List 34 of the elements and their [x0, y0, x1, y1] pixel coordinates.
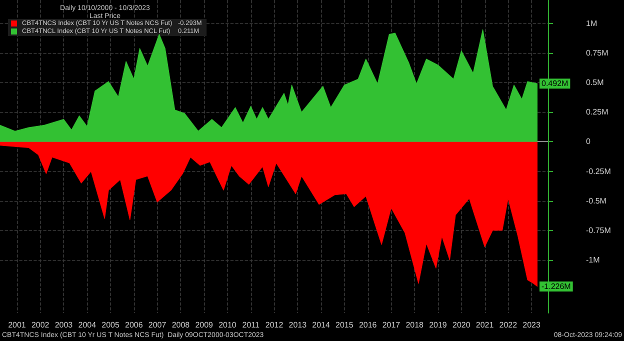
- x-tick-label: 2022: [499, 320, 518, 330]
- x-tick-label: 2014: [312, 320, 330, 330]
- x-tick-label: 2003: [54, 320, 74, 330]
- x-tick-label: 2010: [218, 320, 237, 330]
- x-tick-label: 2021: [476, 320, 494, 330]
- x-tick-label: 2018: [406, 320, 424, 330]
- x-tick-label: 2009: [195, 320, 214, 330]
- y-tick-label: 0: [586, 137, 591, 146]
- x-tick-label: 2006: [125, 320, 144, 330]
- y-tick-label: -0.5M: [586, 196, 607, 206]
- x-tick-label: 2013: [288, 320, 308, 330]
- x-tick-label: 2002: [31, 320, 50, 330]
- x-tick-label: 2008: [172, 320, 190, 330]
- y-tick-label: 0.5M: [586, 78, 604, 88]
- x-tick-label: 2020: [452, 320, 471, 330]
- annotation: -1.226M: [541, 282, 572, 292]
- x-tick-label: 2017: [382, 320, 401, 330]
- x-tick-label: 2007: [148, 320, 167, 330]
- x-tick-label: 2005: [102, 320, 120, 330]
- x-tick-label: 2016: [358, 320, 378, 330]
- y-tick-label: 0.25M: [586, 108, 609, 117]
- x-tick-label: 2023: [522, 320, 541, 330]
- x-tick-label: 2015: [336, 320, 354, 330]
- x-tick-label: 2012: [265, 320, 284, 330]
- y-tick-label: -1M: [586, 255, 600, 264]
- y-tick-label: -0.25M: [586, 166, 612, 176]
- annotation: 0.492M: [541, 79, 569, 88]
- y-tick-label: 1M: [586, 19, 598, 28]
- y-tick-label: 0.75M: [586, 48, 609, 58]
- x-tick-label: 2001: [8, 320, 26, 330]
- y-tick-label: -0.75M: [586, 226, 612, 235]
- x-tick-label: 2019: [429, 320, 448, 330]
- x-tick-label: 2011: [242, 320, 260, 330]
- x-tick-label: 2004: [78, 320, 97, 330]
